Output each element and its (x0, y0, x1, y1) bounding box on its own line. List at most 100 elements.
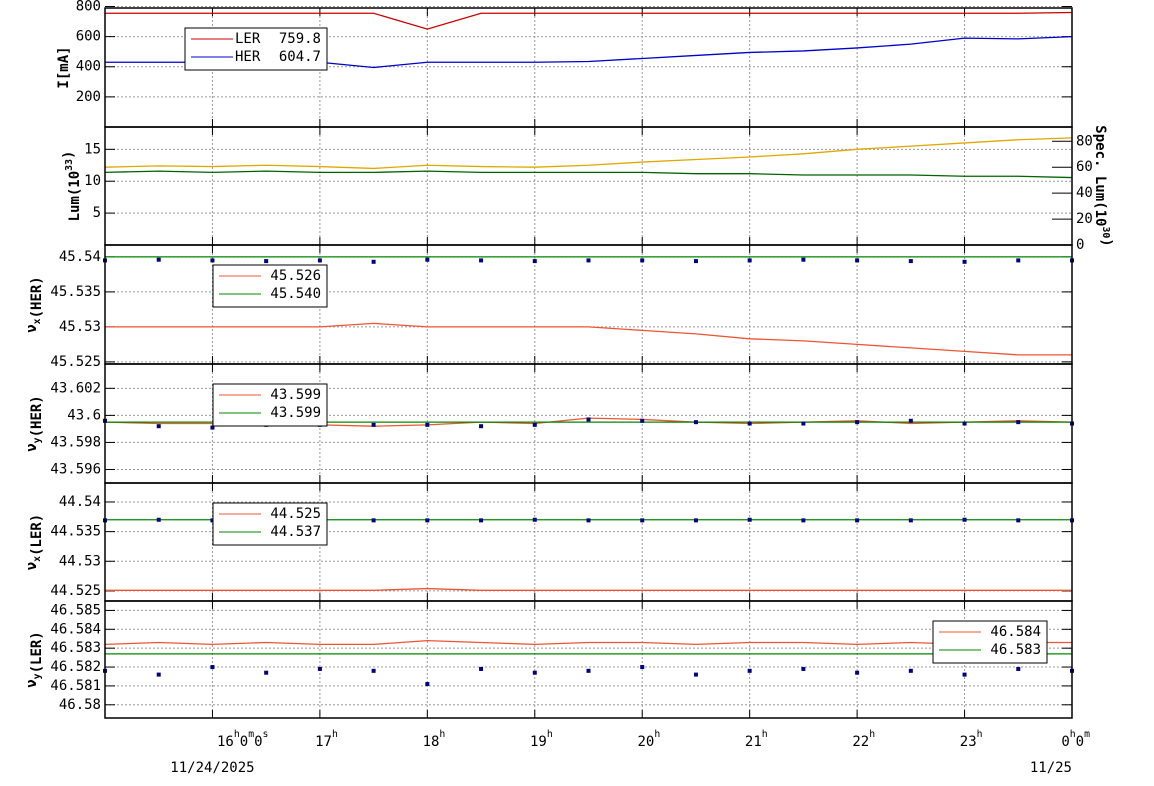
text-part: I[mA] (56, 46, 72, 88)
data-point (586, 518, 591, 523)
text-part: 0 (240, 734, 248, 750)
text-part: 0 (1061, 734, 1069, 750)
text-part: 0 (254, 734, 262, 750)
x-tick-label: 16h0m0s (217, 729, 268, 750)
axis-label: νy(HER) (24, 395, 45, 452)
text-part: h (547, 729, 553, 740)
data-point (640, 258, 645, 263)
data-point (264, 670, 269, 675)
data-point (855, 670, 860, 675)
data-point (640, 665, 645, 670)
data-point (693, 672, 698, 677)
y-tick-label: 800 (76, 0, 101, 14)
data-point (156, 257, 161, 262)
text-part: 16 (217, 734, 234, 750)
text-part: h (439, 729, 445, 740)
series-line (105, 587, 1072, 591)
text-part: (LER) (29, 514, 45, 556)
data-point (962, 421, 967, 426)
text-part: 23 (960, 734, 977, 750)
text-part: m (248, 729, 254, 740)
y-tick-label: 46.585 (50, 602, 101, 618)
data-point (693, 259, 698, 264)
text-part: 21 (745, 734, 762, 750)
data-point (210, 665, 215, 670)
data-point (962, 259, 967, 264)
text-part: ) (61, 151, 77, 159)
y-tick-label: 44.54 (59, 494, 101, 510)
data-point (747, 668, 752, 673)
y-tick-label: 600 (76, 29, 101, 45)
y-tick-label: 44.525 (50, 583, 101, 599)
x-tick-label: 18h (423, 729, 446, 750)
data-point (1016, 518, 1021, 523)
text-part: h (977, 729, 983, 740)
data-point (210, 258, 215, 263)
text-part: (HER) (29, 276, 45, 318)
data-point (532, 517, 537, 522)
y-tick-label: 45.53 (59, 319, 101, 335)
text-part: ν (24, 679, 40, 687)
y2-tick-label: 40 (1076, 185, 1093, 201)
text-part: 30 (1100, 226, 1111, 238)
data-point (855, 258, 860, 263)
series-line (104, 639, 1072, 646)
y-tick-label: 200 (76, 89, 101, 105)
legend-value: 759.8 (279, 31, 321, 47)
data-point (210, 425, 215, 430)
data-point (1016, 666, 1021, 671)
text-part: (HER) (29, 395, 45, 437)
text-part: (LER) (29, 631, 45, 673)
legend-label: 44.525 (270, 506, 321, 522)
data-point (801, 666, 806, 671)
data-point (371, 259, 376, 264)
data-point (908, 259, 913, 264)
legend-box (212, 502, 328, 546)
data-point (801, 257, 806, 262)
x-tick-label: 0h0m (1061, 729, 1090, 750)
data-point (801, 518, 806, 523)
data-point (586, 258, 591, 263)
data-point (693, 518, 698, 523)
text-part: s (263, 729, 269, 740)
data-point (425, 682, 430, 687)
text-part: h (762, 729, 768, 740)
legend-value: 604.7 (279, 49, 321, 65)
text-part: 0 (1076, 734, 1084, 750)
y2-tick-label: 80 (1076, 133, 1093, 149)
text-part: x (32, 318, 43, 324)
y-tick-label: 46.581 (50, 678, 101, 694)
y-tick-label: 46.58 (59, 697, 101, 713)
y-tick-label: 44.535 (50, 524, 101, 540)
y-tick-label: 46.584 (50, 621, 101, 637)
data-point (693, 420, 698, 425)
text-part: h (1070, 729, 1076, 740)
text-part: ν (24, 443, 40, 451)
legend-label: 45.540 (270, 286, 321, 302)
axis-label: νy(LER) (24, 631, 45, 688)
y-tick-label: 5 (93, 205, 101, 221)
legend-box (184, 27, 328, 71)
text-part: 33 (64, 159, 75, 171)
data-point (479, 518, 484, 523)
y2-tick-label: 60 (1076, 159, 1093, 175)
text-part: ) (1098, 238, 1114, 246)
data-point (801, 421, 806, 426)
y-tick-label: 15 (84, 141, 101, 157)
axis-label: νx(LER) (24, 514, 45, 571)
x-tick-label: 20h (637, 729, 660, 750)
legend-box (212, 264, 328, 308)
data-point (747, 517, 752, 522)
legend-label: 45.526 (270, 268, 321, 284)
legend-box (212, 383, 328, 427)
legend-label: 43.599 (270, 387, 321, 403)
data-point (747, 258, 752, 263)
text-part: 17 (315, 734, 332, 750)
data-point (855, 420, 860, 425)
axis-label: I[mA] (56, 46, 72, 88)
data-point (425, 518, 430, 523)
text-part: y (32, 673, 43, 679)
data-point (640, 518, 645, 523)
text-part: m (1084, 729, 1090, 740)
text-part: h (332, 729, 338, 740)
